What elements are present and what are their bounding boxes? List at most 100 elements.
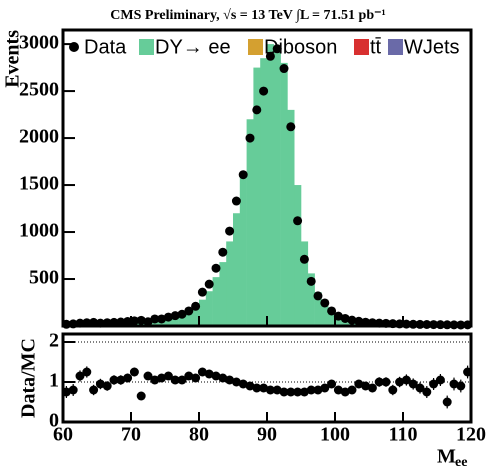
data-point (211, 263, 221, 273)
mc-bar (233, 213, 241, 326)
data-point (238, 170, 248, 180)
mc-bar (205, 291, 213, 326)
ratio-point (306, 385, 316, 395)
x-axis-label: M (437, 446, 456, 468)
data-point (347, 315, 357, 325)
ratio-point (299, 387, 309, 397)
ratio-point (313, 385, 323, 395)
ratio-point (429, 379, 439, 389)
data-point (143, 317, 153, 327)
data-point (340, 313, 350, 323)
data-point (191, 301, 201, 311)
ratio-point (204, 369, 214, 379)
ratio-point (75, 371, 85, 381)
legend-marker (69, 42, 79, 52)
ratio-point (408, 379, 418, 389)
mc-bar (246, 119, 254, 327)
mc-bar (294, 185, 302, 326)
ratio-point (191, 373, 201, 383)
ratio-point (333, 385, 343, 395)
mc-bar (287, 109, 295, 326)
legend-swatch (139, 39, 154, 55)
ratio-point (102, 381, 112, 391)
data-point (177, 309, 187, 319)
mc-bar (280, 62, 288, 327)
data-point (136, 315, 146, 325)
legend-label: tt̄ (370, 36, 382, 58)
ratio-point (293, 387, 303, 397)
mc-bar (178, 314, 186, 326)
x-tick-label: 70 (121, 424, 141, 446)
y-tick-label: 2500 (19, 79, 59, 101)
mc-bar (199, 299, 207, 326)
ratio-point (272, 385, 282, 395)
data-point (299, 254, 309, 264)
data-point (252, 105, 262, 115)
ratio-point (449, 379, 459, 389)
x-axis-label-sub: ee (455, 455, 467, 470)
ratio-point (129, 367, 139, 377)
data-point (265, 51, 275, 61)
mc-bar (226, 241, 234, 326)
data-point (245, 133, 255, 143)
ratio-point (259, 383, 269, 393)
data-point (218, 247, 228, 257)
ratio-point (197, 367, 207, 377)
legend-swatch (248, 39, 263, 55)
chart-title: CMS Preliminary, √s = 13 TeV ∫L = 71.51 … (110, 8, 385, 23)
ratio-point (422, 387, 432, 397)
legend-label: Data (84, 36, 127, 58)
y-tick-label: 1000 (19, 220, 59, 242)
mc-bar (219, 262, 227, 326)
data-point (313, 291, 323, 301)
data-point (231, 196, 241, 206)
ratio-point (231, 377, 241, 387)
ratio-point (89, 385, 99, 395)
ratio-point (367, 383, 377, 393)
data-point (272, 44, 282, 54)
ratio-y-tick-label: 0 (49, 410, 59, 432)
ratio-point (123, 373, 133, 383)
mc-bar (239, 175, 247, 326)
ratio-point (374, 377, 384, 387)
x-tick-label: 80 (189, 424, 209, 446)
ratio-point (143, 371, 153, 381)
mc-bar (273, 45, 281, 326)
ratio-point (163, 371, 173, 381)
data-point (129, 316, 139, 326)
data-point (306, 276, 316, 286)
x-tick-label: 90 (257, 424, 277, 446)
mc-bar (165, 318, 173, 326)
data-point (279, 64, 289, 74)
ratio-point (157, 373, 167, 383)
ratio-point (116, 375, 126, 385)
ratio-y-tick-label: 1 (49, 370, 59, 392)
ratio-point (82, 367, 92, 377)
data-point (150, 314, 160, 324)
ratio-point (286, 387, 296, 397)
ratio-y-tick-label: 2 (49, 330, 59, 352)
ratio-point (415, 383, 425, 393)
mc-bar (328, 309, 336, 326)
mc-bar (301, 241, 309, 326)
ratio-point (388, 385, 398, 395)
x-tick-label: 110 (389, 424, 418, 446)
data-point (123, 316, 133, 326)
ratio-point (340, 387, 350, 397)
ratio-point (347, 385, 357, 395)
ratio-point (238, 379, 248, 389)
ratio-point (395, 377, 405, 387)
y-tick-label: 2000 (19, 126, 59, 148)
ratio-point (265, 385, 275, 395)
y-tick-label: 3000 (19, 32, 59, 54)
ratio-point (136, 391, 146, 401)
y-tick-label: 1500 (19, 173, 59, 195)
legend-label: WJets (404, 36, 460, 58)
ratio-point (401, 375, 411, 385)
x-tick-label: 120 (456, 424, 486, 446)
data-point (327, 306, 337, 316)
legend-swatch (354, 39, 369, 55)
ratio-point (109, 375, 119, 385)
mc-bar (212, 277, 220, 326)
